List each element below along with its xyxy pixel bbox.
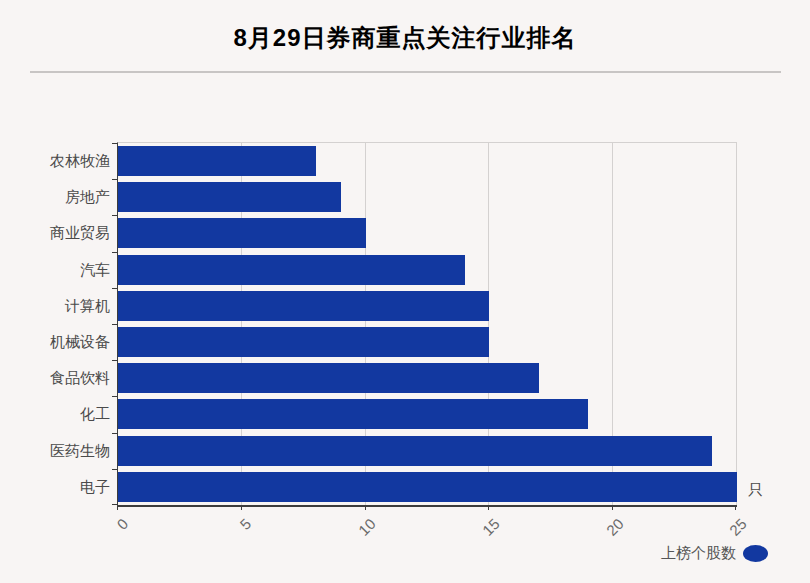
category-label: 医药生物 bbox=[50, 433, 110, 469]
bar bbox=[118, 436, 712, 466]
bar bbox=[118, 255, 465, 285]
y-tick-mark bbox=[112, 288, 118, 289]
chart-title: 8月29日券商重点关注行业排名 bbox=[0, 22, 810, 54]
bar bbox=[118, 146, 316, 176]
category-label: 电子 bbox=[80, 469, 110, 505]
category-label: 汽车 bbox=[80, 252, 110, 288]
x-tick-mark bbox=[735, 506, 736, 510]
y-tick-mark bbox=[112, 215, 118, 216]
category-label: 食品饮料 bbox=[50, 360, 110, 396]
bar-row: 房地产 bbox=[118, 179, 737, 215]
x-tick-mark bbox=[117, 506, 118, 510]
y-tick-mark bbox=[112, 143, 118, 144]
bar bbox=[118, 291, 489, 321]
x-tick-mark bbox=[612, 506, 613, 510]
bar-row: 食品饮料 bbox=[118, 360, 737, 396]
x-tick-label: 10 bbox=[355, 515, 379, 539]
y-tick-mark bbox=[112, 504, 118, 505]
bar-row: 汽车 bbox=[118, 252, 737, 288]
y-tick-mark bbox=[112, 433, 118, 434]
bar-row: 机械设备 bbox=[118, 324, 737, 360]
bar-row: 医药生物 bbox=[118, 433, 737, 469]
category-label: 房地产 bbox=[65, 179, 110, 215]
bar-row: 化工 bbox=[118, 396, 737, 432]
bar bbox=[118, 182, 341, 212]
y-tick-mark bbox=[112, 252, 118, 253]
legend: 上榜个股数 bbox=[661, 544, 768, 563]
category-label: 农林牧渔 bbox=[50, 143, 110, 179]
x-tick-label: 0 bbox=[113, 515, 131, 533]
category-label: 商业贸易 bbox=[50, 215, 110, 251]
y-tick-mark bbox=[112, 360, 118, 361]
bar bbox=[118, 327, 489, 357]
x-tick-label: 20 bbox=[602, 515, 626, 539]
bar-row: 计算机 bbox=[118, 288, 737, 324]
x-tick-label: 25 bbox=[726, 515, 750, 539]
x-tick-label: 5 bbox=[237, 515, 255, 533]
x-axis-unit-label: 只 bbox=[748, 481, 763, 500]
category-label: 计算机 bbox=[65, 288, 110, 324]
bar-row: 农林牧渔 bbox=[118, 143, 737, 179]
x-tick-label: 15 bbox=[479, 515, 503, 539]
bar-row: 商业贸易 bbox=[118, 215, 737, 251]
x-tick-mark bbox=[488, 506, 489, 510]
bar bbox=[118, 472, 737, 502]
title-divider bbox=[30, 71, 781, 73]
category-label: 机械设备 bbox=[50, 324, 110, 360]
legend-marker-icon bbox=[743, 545, 768, 562]
bar bbox=[118, 218, 366, 248]
bar bbox=[118, 363, 539, 393]
x-tick-mark bbox=[241, 506, 242, 510]
chart-canvas: 8月29日券商重点关注行业排名 农林牧渔房地产商业贸易汽车计算机机械设备食品饮料… bbox=[0, 0, 810, 583]
y-tick-mark bbox=[112, 179, 118, 180]
x-axis: 0510152025 bbox=[117, 506, 736, 566]
bar bbox=[118, 399, 588, 429]
bar-row: 电子 bbox=[118, 469, 737, 505]
legend-label: 上榜个股数 bbox=[661, 544, 736, 563]
y-tick-mark bbox=[112, 396, 118, 397]
y-tick-mark bbox=[112, 469, 118, 470]
category-label: 化工 bbox=[80, 396, 110, 432]
plot-area: 农林牧渔房地产商业贸易汽车计算机机械设备食品饮料化工医药生物电子 bbox=[117, 142, 737, 507]
y-tick-mark bbox=[112, 324, 118, 325]
x-tick-mark bbox=[365, 506, 366, 510]
